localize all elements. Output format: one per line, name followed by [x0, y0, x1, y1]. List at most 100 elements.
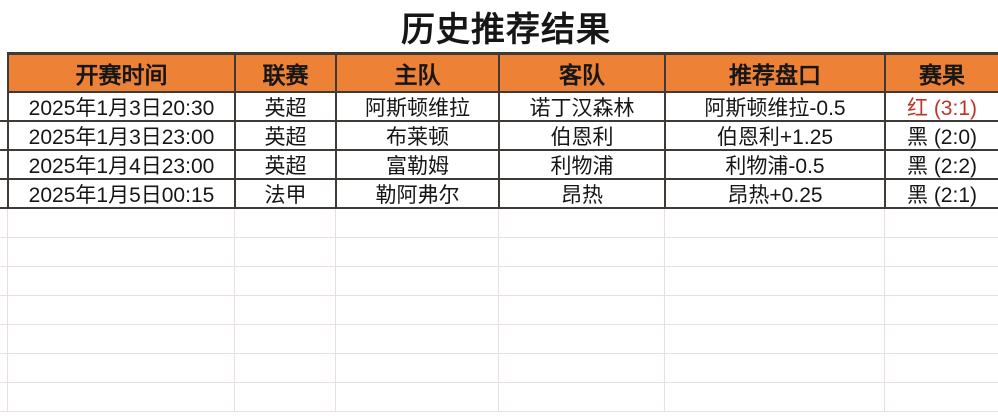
table-row: 2025年1月5日00:15 法甲 勒阿弗尔 昂热 昂热+0.25 黑 (2:1… — [0, 180, 998, 209]
empty-cell[interactable] — [335, 296, 498, 324]
cell-home-team[interactable]: 阿斯顿维拉 — [335, 93, 498, 120]
left-gutter — [0, 180, 7, 207]
cell-away-team[interactable]: 利物浦 — [498, 151, 664, 178]
empty-cell[interactable] — [498, 267, 664, 295]
empty-cell[interactable] — [498, 383, 664, 411]
title-bar: 历史推荐结果 — [0, 0, 998, 52]
left-gutter — [0, 383, 7, 411]
col-header-home-team[interactable]: 主队 — [335, 55, 498, 91]
cell-away-team[interactable]: 昂热 — [498, 180, 664, 207]
empty-cell[interactable] — [7, 209, 234, 237]
cell-league[interactable]: 英超 — [234, 122, 335, 149]
cell-result[interactable]: 黑 (2:1) — [884, 180, 998, 207]
empty-cell[interactable] — [664, 354, 884, 382]
cell-start-time[interactable]: 2025年1月3日20:30 — [7, 93, 234, 120]
empty-cell[interactable] — [498, 325, 664, 353]
cell-away-team[interactable]: 伯恩利 — [498, 122, 664, 149]
col-header-away-team[interactable]: 客队 — [498, 55, 664, 91]
empty-cell[interactable] — [335, 354, 498, 382]
empty-cell[interactable] — [664, 209, 884, 237]
left-gutter — [0, 267, 7, 295]
left-gutter — [0, 354, 7, 382]
empty-cell[interactable] — [234, 325, 335, 353]
cell-league[interactable]: 法甲 — [234, 180, 335, 207]
cell-result[interactable]: 黑 (2:2) — [884, 151, 998, 178]
empty-cell[interactable] — [335, 238, 498, 266]
cell-result[interactable]: 红 (3:1) — [884, 93, 998, 120]
empty-cell[interactable] — [498, 209, 664, 237]
empty-cell[interactable] — [7, 296, 234, 324]
empty-cell[interactable] — [7, 383, 234, 411]
cell-handicap[interactable]: 阿斯顿维拉-0.5 — [664, 93, 884, 120]
table-body: 2025年1月3日20:30 英超 阿斯顿维拉 诺丁汉森林 阿斯顿维拉-0.5 … — [0, 93, 998, 209]
empty-row — [0, 325, 998, 354]
table-row: 2025年1月3日23:00 英超 布莱顿 伯恩利 伯恩利+1.25 黑 (2:… — [0, 122, 998, 151]
empty-cell[interactable] — [7, 354, 234, 382]
cell-handicap[interactable]: 伯恩利+1.25 — [664, 122, 884, 149]
empty-cell[interactable] — [335, 209, 498, 237]
col-header-league[interactable]: 联赛 — [234, 55, 335, 91]
col-header-result[interactable]: 赛果 — [884, 55, 998, 91]
cell-handicap[interactable]: 利物浦-0.5 — [664, 151, 884, 178]
empty-cell[interactable] — [7, 325, 234, 353]
empty-cell[interactable] — [7, 238, 234, 266]
empty-row — [0, 383, 998, 412]
cell-league[interactable]: 英超 — [234, 93, 335, 120]
empty-cell[interactable] — [498, 238, 664, 266]
empty-cell[interactable] — [664, 296, 884, 324]
col-header-start-time[interactable]: 开赛时间 — [7, 55, 234, 91]
empty-row — [0, 238, 998, 267]
empty-row — [0, 354, 998, 383]
empty-cell[interactable] — [234, 354, 335, 382]
empty-cell[interactable] — [234, 383, 335, 411]
empty-cell[interactable] — [234, 267, 335, 295]
empty-row — [0, 209, 998, 238]
empty-cell[interactable] — [884, 383, 998, 411]
empty-cell[interactable] — [234, 238, 335, 266]
empty-cell[interactable] — [664, 238, 884, 266]
left-gutter — [0, 151, 7, 178]
empty-cell[interactable] — [664, 325, 884, 353]
cell-start-time[interactable]: 2025年1月3日23:00 — [7, 122, 234, 149]
empty-cell[interactable] — [335, 267, 498, 295]
empty-cell[interactable] — [884, 238, 998, 266]
empty-grid — [0, 209, 998, 412]
left-gutter — [0, 296, 7, 324]
page-title: 历史推荐结果 — [401, 10, 611, 49]
left-gutter — [0, 209, 7, 237]
cell-away-team[interactable]: 诺丁汉森林 — [498, 93, 664, 120]
empty-cell[interactable] — [884, 354, 998, 382]
left-gutter — [0, 122, 7, 149]
cell-handicap[interactable]: 昂热+0.25 — [664, 180, 884, 207]
empty-cell[interactable] — [335, 383, 498, 411]
table-row: 2025年1月3日20:30 英超 阿斯顿维拉 诺丁汉森林 阿斯顿维拉-0.5 … — [0, 93, 998, 122]
empty-cell[interactable] — [498, 354, 664, 382]
cell-result[interactable]: 黑 (2:0) — [884, 122, 998, 149]
empty-cell[interactable] — [7, 267, 234, 295]
cell-start-time[interactable]: 2025年1月4日23:00 — [7, 151, 234, 178]
empty-row — [0, 296, 998, 325]
empty-row — [0, 267, 998, 296]
cell-start-time[interactable]: 2025年1月5日00:15 — [7, 180, 234, 207]
left-gutter — [0, 93, 7, 120]
empty-cell[interactable] — [664, 267, 884, 295]
cell-home-team[interactable]: 富勒姆 — [335, 151, 498, 178]
table-header-row: 开赛时间 联赛 主队 客队 推荐盘口 赛果 — [7, 52, 998, 93]
table-row: 2025年1月4日23:00 英超 富勒姆 利物浦 利物浦-0.5 黑 (2:2… — [0, 151, 998, 180]
col-header-handicap[interactable]: 推荐盘口 — [664, 55, 884, 91]
empty-cell[interactable] — [335, 325, 498, 353]
cell-home-team[interactable]: 布莱顿 — [335, 122, 498, 149]
empty-cell[interactable] — [664, 383, 884, 411]
empty-cell[interactable] — [234, 209, 335, 237]
empty-cell[interactable] — [884, 209, 998, 237]
empty-cell[interactable] — [234, 296, 335, 324]
empty-cell[interactable] — [884, 267, 998, 295]
left-gutter — [0, 325, 7, 353]
empty-cell[interactable] — [884, 325, 998, 353]
cell-home-team[interactable]: 勒阿弗尔 — [335, 180, 498, 207]
cell-league[interactable]: 英超 — [234, 151, 335, 178]
empty-cell[interactable] — [884, 296, 998, 324]
empty-cell[interactable] — [498, 296, 664, 324]
left-gutter — [0, 238, 7, 266]
